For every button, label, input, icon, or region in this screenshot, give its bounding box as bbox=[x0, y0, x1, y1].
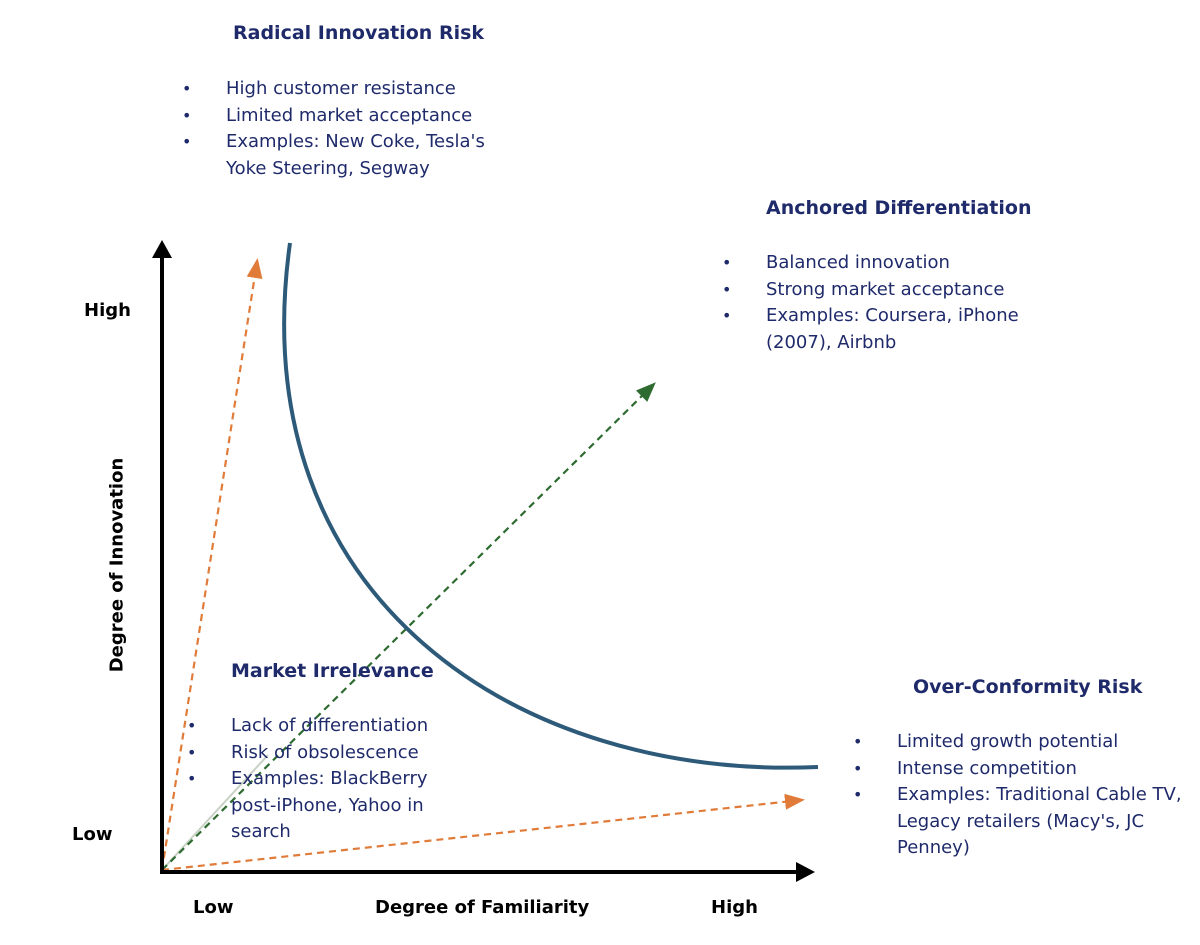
list-item: Lack of differentiation bbox=[187, 713, 467, 740]
list-item: Intense competition bbox=[853, 756, 1193, 783]
list-item: High customer resistance bbox=[182, 76, 542, 103]
x-axis-low-label: Low bbox=[193, 897, 234, 918]
market-irrelevance-block: Market Irrelevance Lack of differentiati… bbox=[187, 660, 467, 846]
anchored-differentiation-block: Anchored Differentiation Balanced innova… bbox=[722, 197, 1062, 356]
market-irrelevance-title: Market Irrelevance bbox=[231, 660, 434, 682]
over-conformity-block: Over-Conformity Risk Limited growth pote… bbox=[853, 676, 1193, 862]
y-axis-arrowhead bbox=[152, 240, 172, 258]
anchored-differentiation-list: Balanced innovation Strong market accept… bbox=[722, 250, 1062, 356]
market-irrelevance-list: Lack of differentiation Risk of obsolesc… bbox=[187, 713, 467, 846]
radical-innovation-arrow bbox=[160, 258, 263, 871]
over-conformity-title: Over-Conformity Risk bbox=[913, 676, 1143, 698]
list-item: Risk of obsolescence bbox=[187, 740, 467, 767]
over-conformity-list: Limited growth potential Intense competi… bbox=[853, 729, 1193, 862]
y-axis-low-label: Low bbox=[72, 824, 113, 845]
radical-innovation-block: Radical Innovation Risk High customer re… bbox=[182, 22, 542, 182]
list-item: Examples: Coursera, iPhone (2007), Airbn… bbox=[722, 303, 1056, 356]
list-item: Limited market acceptance bbox=[182, 103, 542, 130]
list-item: Examples: BlackBerry post-iPhone, Yahoo … bbox=[187, 766, 459, 846]
list-item: Balanced innovation bbox=[722, 250, 1062, 277]
y-axis-title: Degree of Innovation bbox=[106, 457, 128, 673]
list-item: Strong market acceptance bbox=[722, 277, 1062, 304]
x-axis-high-label: High bbox=[711, 897, 758, 918]
list-item: Examples: Traditional Cable TV, Legacy r… bbox=[853, 782, 1197, 862]
list-item: Limited growth potential bbox=[853, 729, 1193, 756]
x-axis-title: Degree of Familiarity bbox=[375, 897, 590, 918]
radical-innovation-title: Radical Innovation Risk bbox=[233, 22, 485, 44]
radical-innovation-list: High customer resistance Limited market … bbox=[182, 76, 542, 182]
list-item: Examples: New Coke, Tesla's Yoke Steerin… bbox=[182, 129, 526, 182]
anchored-differentiation-title: Anchored Differentiation bbox=[766, 197, 1032, 219]
tradeoff-curve bbox=[282, 242, 819, 770]
y-axis-high-label: High bbox=[84, 300, 131, 321]
x-axis-arrowhead bbox=[796, 862, 815, 882]
